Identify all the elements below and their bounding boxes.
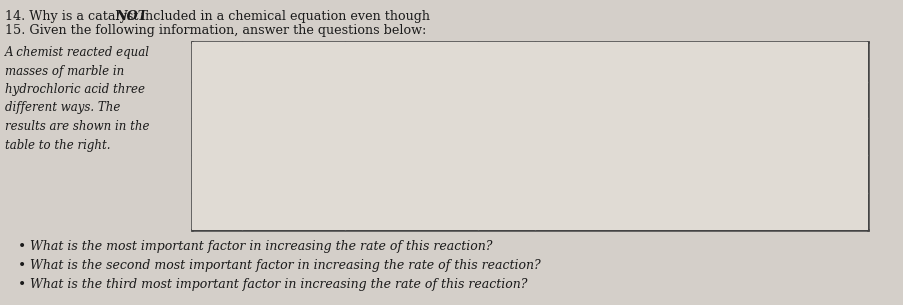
- Text: included in a chemical equation even though: included in a chemical equation even tho…: [137, 10, 430, 23]
- Text: HCl: HCl: [281, 56, 305, 69]
- Text: Rate of
Reaction: Rate of Reaction: [674, 48, 728, 76]
- Text: 40°C: 40°C: [490, 167, 521, 181]
- Text: dilute: dilute: [275, 167, 312, 181]
- Text: finely ground: finely ground: [369, 94, 452, 106]
- Text: Slowest: Slowest: [676, 130, 725, 143]
- Text: 20°C: 20°C: [490, 94, 521, 106]
- Text: A chemist reacted equal
masses of marble in
hydrochloric acid three
different wa: A chemist reacted equal masses of marble…: [5, 46, 150, 152]
- Text: NOT: NOT: [115, 10, 147, 23]
- Text: 1: 1: [213, 94, 220, 106]
- Text: Marble: Marble: [389, 56, 433, 69]
- Text: What is the third most important factor in increasing the rate of this reaction?: What is the third most important factor …: [30, 278, 527, 291]
- Text: 15. Given the following information, answer the questions below:: 15. Given the following information, ans…: [5, 24, 426, 37]
- Text: Fastest: Fastest: [678, 94, 723, 106]
- Text: lump: lump: [396, 130, 427, 143]
- Text: Temp.: Temp.: [487, 56, 525, 69]
- Text: •: •: [18, 240, 26, 254]
- Text: •: •: [18, 259, 26, 273]
- Text: 14. Why is a catalyst: 14. Why is a catalyst: [5, 10, 143, 23]
- Text: What is the second most important factor in increasing the rate of this reaction: What is the second most important factor…: [30, 259, 540, 272]
- Text: 3: 3: [213, 167, 220, 181]
- Text: •: •: [18, 278, 26, 292]
- Text: 2: 2: [213, 130, 220, 143]
- Text: dilute: dilute: [275, 94, 312, 106]
- Text: Trial: Trial: [202, 56, 231, 69]
- Text: lump: lump: [396, 167, 427, 181]
- Text: 20°C: 20°C: [490, 130, 521, 143]
- Text: concentrated: concentrated: [252, 130, 334, 143]
- Text: What is the most important factor in increasing the rate of this reaction?: What is the most important factor in inc…: [30, 240, 492, 253]
